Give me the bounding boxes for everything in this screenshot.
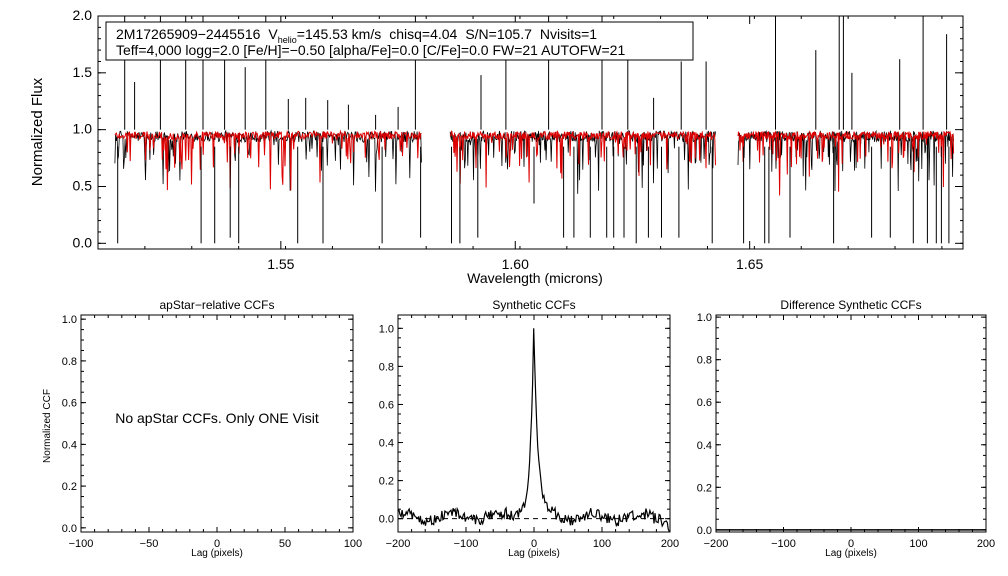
apstar-ccf-message: No apStar CCFs. Only ONE Visit xyxy=(115,410,319,426)
x-tick-label: 200 xyxy=(661,538,679,550)
y-tick-label: 0.0 xyxy=(379,514,394,526)
observed-spectrum-blue xyxy=(114,129,422,192)
x-tick-label: 200 xyxy=(977,538,995,550)
spectrum-annotation-box: 2M17265909−2445516 Vhelio=145.53 km/s chis… xyxy=(105,21,694,61)
y-tick-label: 0.0 xyxy=(73,234,93,250)
y-tick-label: 1.0 xyxy=(697,312,712,324)
apstar-ccf-title: apStar−relative CCFs xyxy=(159,298,274,312)
y-tick-label: 0.4 xyxy=(379,438,394,450)
y-tick-label: 1.5 xyxy=(73,64,93,80)
y-tick-label: 0.0 xyxy=(62,523,77,535)
spectrum-xlabel: Wavelength (microns) xyxy=(467,270,603,286)
y-tick-label: 0.6 xyxy=(697,397,712,409)
y-tick-label: 0.5 xyxy=(73,177,93,193)
annotation-star: 2M17265909−2445516 xyxy=(116,26,261,42)
y-tick-label: 2.0 xyxy=(73,7,93,23)
synthetic-ccf-lines xyxy=(397,328,670,532)
apstar-ccf-ticks: −100 −50 0 50 100 0.0 0.2 0.4 0.6 0.8 1.0 xyxy=(62,314,362,550)
synthetic-ccf-ticks: −200 −100 0 100 200 0.0 0.2 0.4 0.6 0.8 1.0 xyxy=(379,315,679,550)
apstar-ccf-panel: −100 −50 0 50 100 0.0 0.2 0.4 0.6 0.8 1.0 apStar−r… xyxy=(42,298,362,559)
y-tick-label: 0.6 xyxy=(379,399,394,411)
annotation-snr: S/N=105.7 xyxy=(465,26,532,42)
x-tick-label: 50 xyxy=(279,538,291,550)
annotation-vhelio-symbol: V xyxy=(268,26,278,42)
x-tick-label: 0 xyxy=(848,538,854,550)
annotation-nvisits: Nvisits=1 xyxy=(540,26,597,42)
y-tick-label: 0.2 xyxy=(697,482,712,494)
y-tick-label: 1.0 xyxy=(73,121,93,137)
y-tick-label: 0.8 xyxy=(62,356,77,368)
annotation-vhelio-value: =145.53 km/s xyxy=(297,26,381,42)
x-tick-label: −50 xyxy=(140,538,159,550)
synthetic-ccf-title: Synthetic CCFs xyxy=(492,298,575,312)
x-tick-label: −100 xyxy=(69,538,94,550)
spectrum-ylabel: Normalized Flux xyxy=(29,77,46,186)
synthetic-ccf-panel: −200 −100 0 100 200 0.0 0.2 0.4 0.6 0.8 1.0 Synthe… xyxy=(379,298,679,559)
x-tick-label: 100 xyxy=(344,538,362,550)
difference-ccf-frame xyxy=(715,314,987,533)
y-tick-label: 0.8 xyxy=(379,361,394,373)
y-tick-label: 0.6 xyxy=(62,398,77,410)
observed-spectrum-green xyxy=(449,129,716,194)
difference-ccf-title: Difference Synthetic CCFs xyxy=(780,298,921,312)
spectrum-panel: 1.55 1.60 1.65 0.0 0.5 1.0 1.5 2.0 2M17265909−2… xyxy=(29,7,964,286)
annotation-box xyxy=(105,21,694,61)
x-tick-label: 100 xyxy=(593,538,611,550)
synthetic-ccf-xlabel: Lag (pixels) xyxy=(508,548,560,559)
spectrum-ticks: 1.55 1.60 1.65 0.0 0.5 1.0 1.5 2.0 xyxy=(73,7,963,272)
apstar-ccf-ylabel: Normalized CCF xyxy=(42,389,53,463)
annotation-chisq: chisq=4.04 xyxy=(389,26,457,42)
annotation-line1: 2M17265909−2445516 Vhelio=145.53 km/s chis… xyxy=(116,26,597,45)
x-tick-label: 0 xyxy=(531,538,537,550)
x-tick-label: −100 xyxy=(771,538,796,550)
x-tick-label: 0 xyxy=(214,538,220,550)
model-spectrum-blue xyxy=(114,129,422,191)
x-tick-label: 1.55 xyxy=(267,256,294,272)
spectrum-frame xyxy=(97,15,964,250)
y-tick-label: 0.0 xyxy=(697,525,712,537)
apstar-ccf-xlabel: Lag (pixels) xyxy=(191,548,243,559)
annotation-line2: Teff=4,000 logg=2.0 [Fe/H]=−0.50 [alpha/… xyxy=(116,42,625,58)
x-tick-label: −200 xyxy=(704,538,729,550)
x-tick-label: 1.65 xyxy=(736,256,763,272)
y-tick-label: 1.0 xyxy=(379,323,394,335)
y-tick-label: 1.0 xyxy=(62,314,77,326)
x-tick-label: −200 xyxy=(386,538,411,550)
difference-ccf-panel: −200 −100 0 100 200 0.0 0.2 0.4 0.6 0.8 1.0 Differ… xyxy=(697,298,995,559)
x-tick-label: 100 xyxy=(909,538,927,550)
model-spectrum-green xyxy=(449,129,716,188)
y-tick-label: 0.4 xyxy=(62,439,77,451)
y-tick-label: 0.2 xyxy=(62,481,77,493)
model-spectrum-red xyxy=(737,130,955,196)
y-tick-label: 0.4 xyxy=(697,440,712,452)
y-tick-label: 0.2 xyxy=(379,476,394,488)
synthetic-ccf-curve xyxy=(397,328,670,532)
y-tick-label: 0.8 xyxy=(697,355,712,367)
difference-ccf-xlabel: Lag (pixels) xyxy=(825,548,877,559)
difference-ccf-ticks: −200 −100 0 100 200 0.0 0.2 0.4 0.6 0.8 1.0 xyxy=(697,312,995,550)
annotation-vhelio-sub: helio xyxy=(278,35,297,45)
x-tick-label: 1.60 xyxy=(502,256,529,272)
x-tick-label: −100 xyxy=(454,538,479,550)
